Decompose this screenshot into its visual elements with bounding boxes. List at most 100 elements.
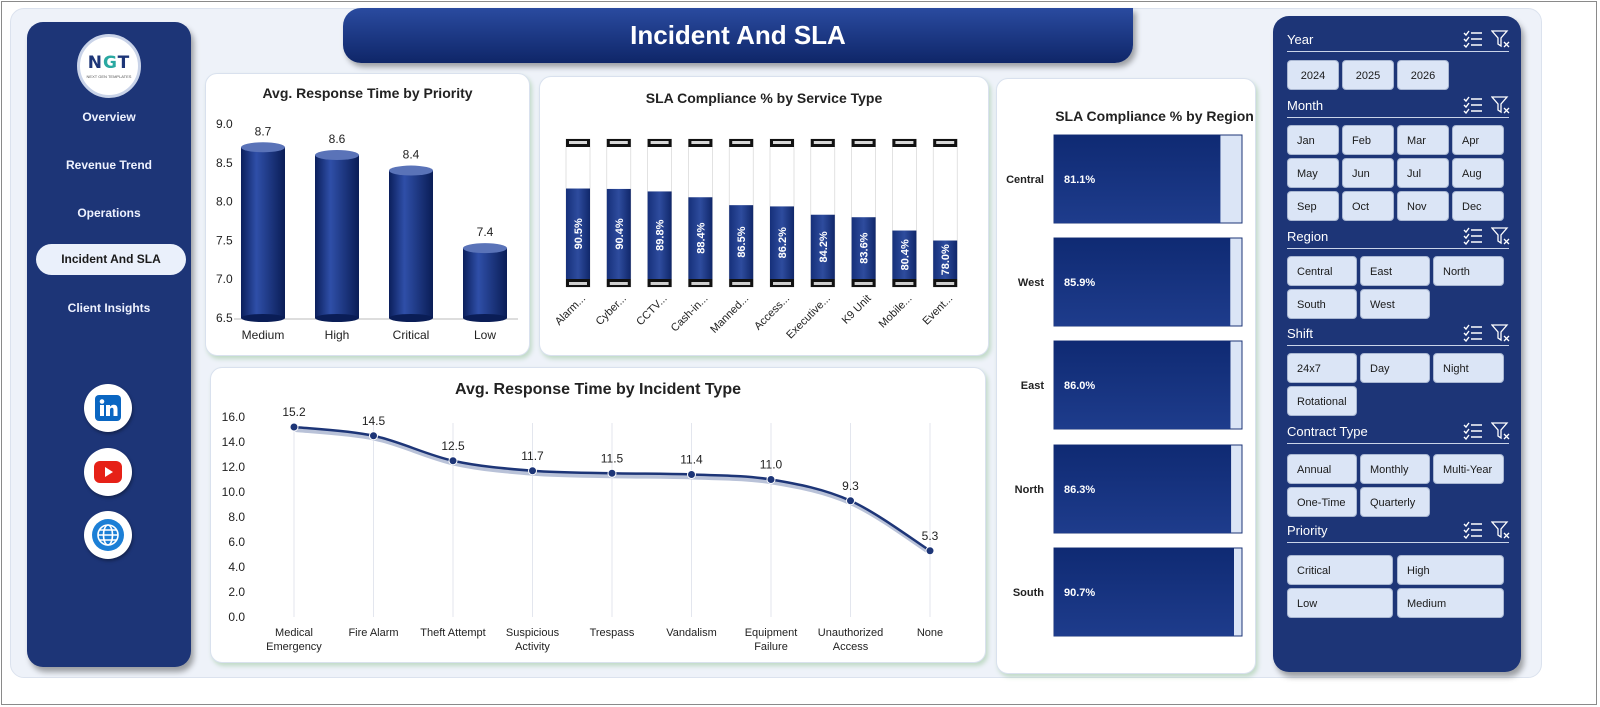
slicer-month-sep[interactable]: Sep — [1287, 191, 1339, 221]
slicer-region-south[interactable]: South — [1287, 289, 1357, 319]
data-label: 88.4% — [695, 222, 707, 253]
x-tick-label: Medical — [275, 627, 313, 639]
data-label: 90.7% — [1064, 587, 1095, 599]
bar-top-shine — [732, 141, 751, 144]
clear-filter-icon[interactable] — [1490, 96, 1511, 117]
bar-bottom-shine — [609, 282, 628, 285]
linkedin-button[interactable] — [84, 384, 132, 432]
slicer-month-may[interactable]: May — [1287, 158, 1339, 188]
slicer-priority-medium[interactable]: Medium — [1397, 588, 1504, 618]
slicer-header-month: Month — [1287, 96, 1511, 118]
bar-fill — [933, 240, 958, 279]
bar-bottom-shine — [813, 282, 832, 285]
y-tick-label: 8.5 — [216, 156, 233, 170]
slicer-shift-24x7[interactable]: 24x7 — [1287, 353, 1357, 383]
clear-filter-icon[interactable] — [1490, 30, 1511, 51]
bar-bottom-shine — [854, 282, 873, 285]
bar-top-shine — [569, 141, 587, 144]
bar-medium — [241, 147, 285, 318]
data-label: 89.8% — [655, 219, 667, 250]
slicer-header-contract-type: Contract Type — [1287, 422, 1511, 444]
slicer-shift-rotational[interactable]: Rotational — [1287, 386, 1357, 416]
slicer-region-north[interactable]: North — [1433, 256, 1504, 286]
y-tick-label: 4.0 — [228, 560, 245, 574]
multi-select-icon[interactable] — [1463, 422, 1483, 443]
slicer-contract-one-time[interactable]: One-Time — [1287, 487, 1357, 517]
slicer-month-mar[interactable]: Mar — [1397, 125, 1449, 155]
multi-select-icon[interactable] — [1463, 521, 1483, 542]
slicer-label-year: Year — [1287, 32, 1314, 47]
website-button[interactable] — [84, 511, 132, 559]
slicer-month-feb[interactable]: Feb — [1342, 125, 1394, 155]
data-point — [687, 470, 696, 479]
bar-bottom-shine — [732, 282, 751, 285]
x-tick-label: Theft Attempt — [420, 627, 485, 639]
slicer-contract-quarterly[interactable]: Quarterly — [1360, 487, 1430, 517]
bar-top-shine — [813, 141, 832, 144]
slicer-shift-day[interactable]: Day — [1360, 353, 1430, 383]
clear-filter-icon[interactable] — [1490, 521, 1511, 542]
slicer-region-central[interactable]: Central — [1287, 256, 1357, 286]
data-point — [448, 456, 458, 466]
nav-client-insights[interactable]: Client Insights — [67, 301, 151, 315]
slicer-month-nov[interactable]: Nov — [1397, 191, 1449, 221]
clear-filter-icon[interactable] — [1490, 227, 1511, 248]
slicer-month-apr[interactable]: Apr — [1452, 125, 1504, 155]
slicer-priority-high[interactable]: High — [1397, 555, 1504, 585]
slicer-shift-night[interactable]: Night — [1433, 353, 1504, 383]
logo-subtext: NEXT GEN TEMPLATES — [86, 74, 132, 79]
multi-select-icon[interactable] — [1463, 324, 1483, 345]
x-tick-label: Cyber... — [594, 293, 629, 328]
slicer-month-aug[interactable]: Aug — [1452, 158, 1504, 188]
slicer-priority-low[interactable]: Low — [1287, 588, 1393, 618]
x-tick-label: K9 Unit — [840, 293, 874, 327]
slicer-priority-critical[interactable]: Critical — [1287, 555, 1393, 585]
slicer-contract-monthly[interactable]: Monthly — [1360, 454, 1430, 484]
data-label: 86.2% — [777, 227, 789, 258]
slicer-month-jan[interactable]: Jan — [1287, 125, 1339, 155]
bar-fill — [892, 230, 917, 279]
slicer-month-dec[interactable]: Dec — [1452, 191, 1504, 221]
bar-cap — [315, 150, 359, 161]
multi-select-icon[interactable] — [1463, 96, 1483, 117]
slicer-region-east[interactable]: East — [1360, 256, 1430, 286]
data-label: 11.0 — [760, 458, 783, 472]
slicer-year-2024[interactable]: 2024 — [1287, 60, 1339, 90]
clear-filter-icon[interactable] — [1490, 422, 1511, 443]
nav-operations[interactable]: Operations — [77, 206, 141, 220]
y-tick-label: Central — [1006, 174, 1044, 186]
slicer-region-west[interactable]: West — [1360, 289, 1430, 319]
slicer-year-2026[interactable]: 2026 — [1397, 60, 1449, 90]
nav-overview[interactable]: Overview — [82, 110, 136, 124]
slicer-month-jul[interactable]: Jul — [1397, 158, 1449, 188]
slicer-label-shift: Shift — [1287, 326, 1314, 341]
panel-incident-chart: Avg. Response Time by Incident Type 16.0… — [210, 367, 986, 663]
y-tick-label: South — [1013, 587, 1044, 599]
bar-bottom-shine — [895, 282, 914, 285]
x-tick-label: Activity — [515, 641, 550, 653]
slicer-contract-multi-year[interactable]: Multi-Year — [1433, 454, 1504, 484]
y-tick-label: 6.5 — [216, 311, 233, 325]
nav-incident-and-sla[interactable]: Incident And SLA — [36, 244, 186, 275]
slicer-year-2025[interactable]: 2025 — [1342, 60, 1394, 90]
x-tick-label: Manned... — [708, 293, 751, 336]
clear-filter-icon[interactable] — [1490, 324, 1511, 345]
slicer-header-region: Region — [1287, 227, 1511, 249]
bar-top-shine — [936, 141, 955, 144]
bar-cap — [463, 243, 507, 254]
data-label: 8.4 — [403, 148, 420, 162]
multi-select-icon[interactable] — [1463, 30, 1483, 51]
bar-central — [1054, 135, 1221, 223]
slicer-contract-annual[interactable]: Annual — [1287, 454, 1357, 484]
multi-select-icon[interactable] — [1463, 227, 1483, 248]
nav-revenue-trend[interactable]: Revenue Trend — [65, 158, 153, 172]
data-label: 15.2 — [282, 405, 306, 419]
slicer-month-jun[interactable]: Jun — [1342, 158, 1394, 188]
bar-high — [315, 155, 359, 318]
globe-icon — [92, 519, 124, 551]
panel-service-chart: SLA Compliance % by Service Type 90.5% Al… — [539, 76, 989, 356]
y-tick-label: 9.0 — [216, 117, 233, 131]
youtube-button[interactable] — [84, 448, 132, 496]
incident-chart-title: Avg. Response Time by Incident Type — [455, 381, 741, 398]
slicer-month-oct[interactable]: Oct — [1342, 191, 1394, 221]
